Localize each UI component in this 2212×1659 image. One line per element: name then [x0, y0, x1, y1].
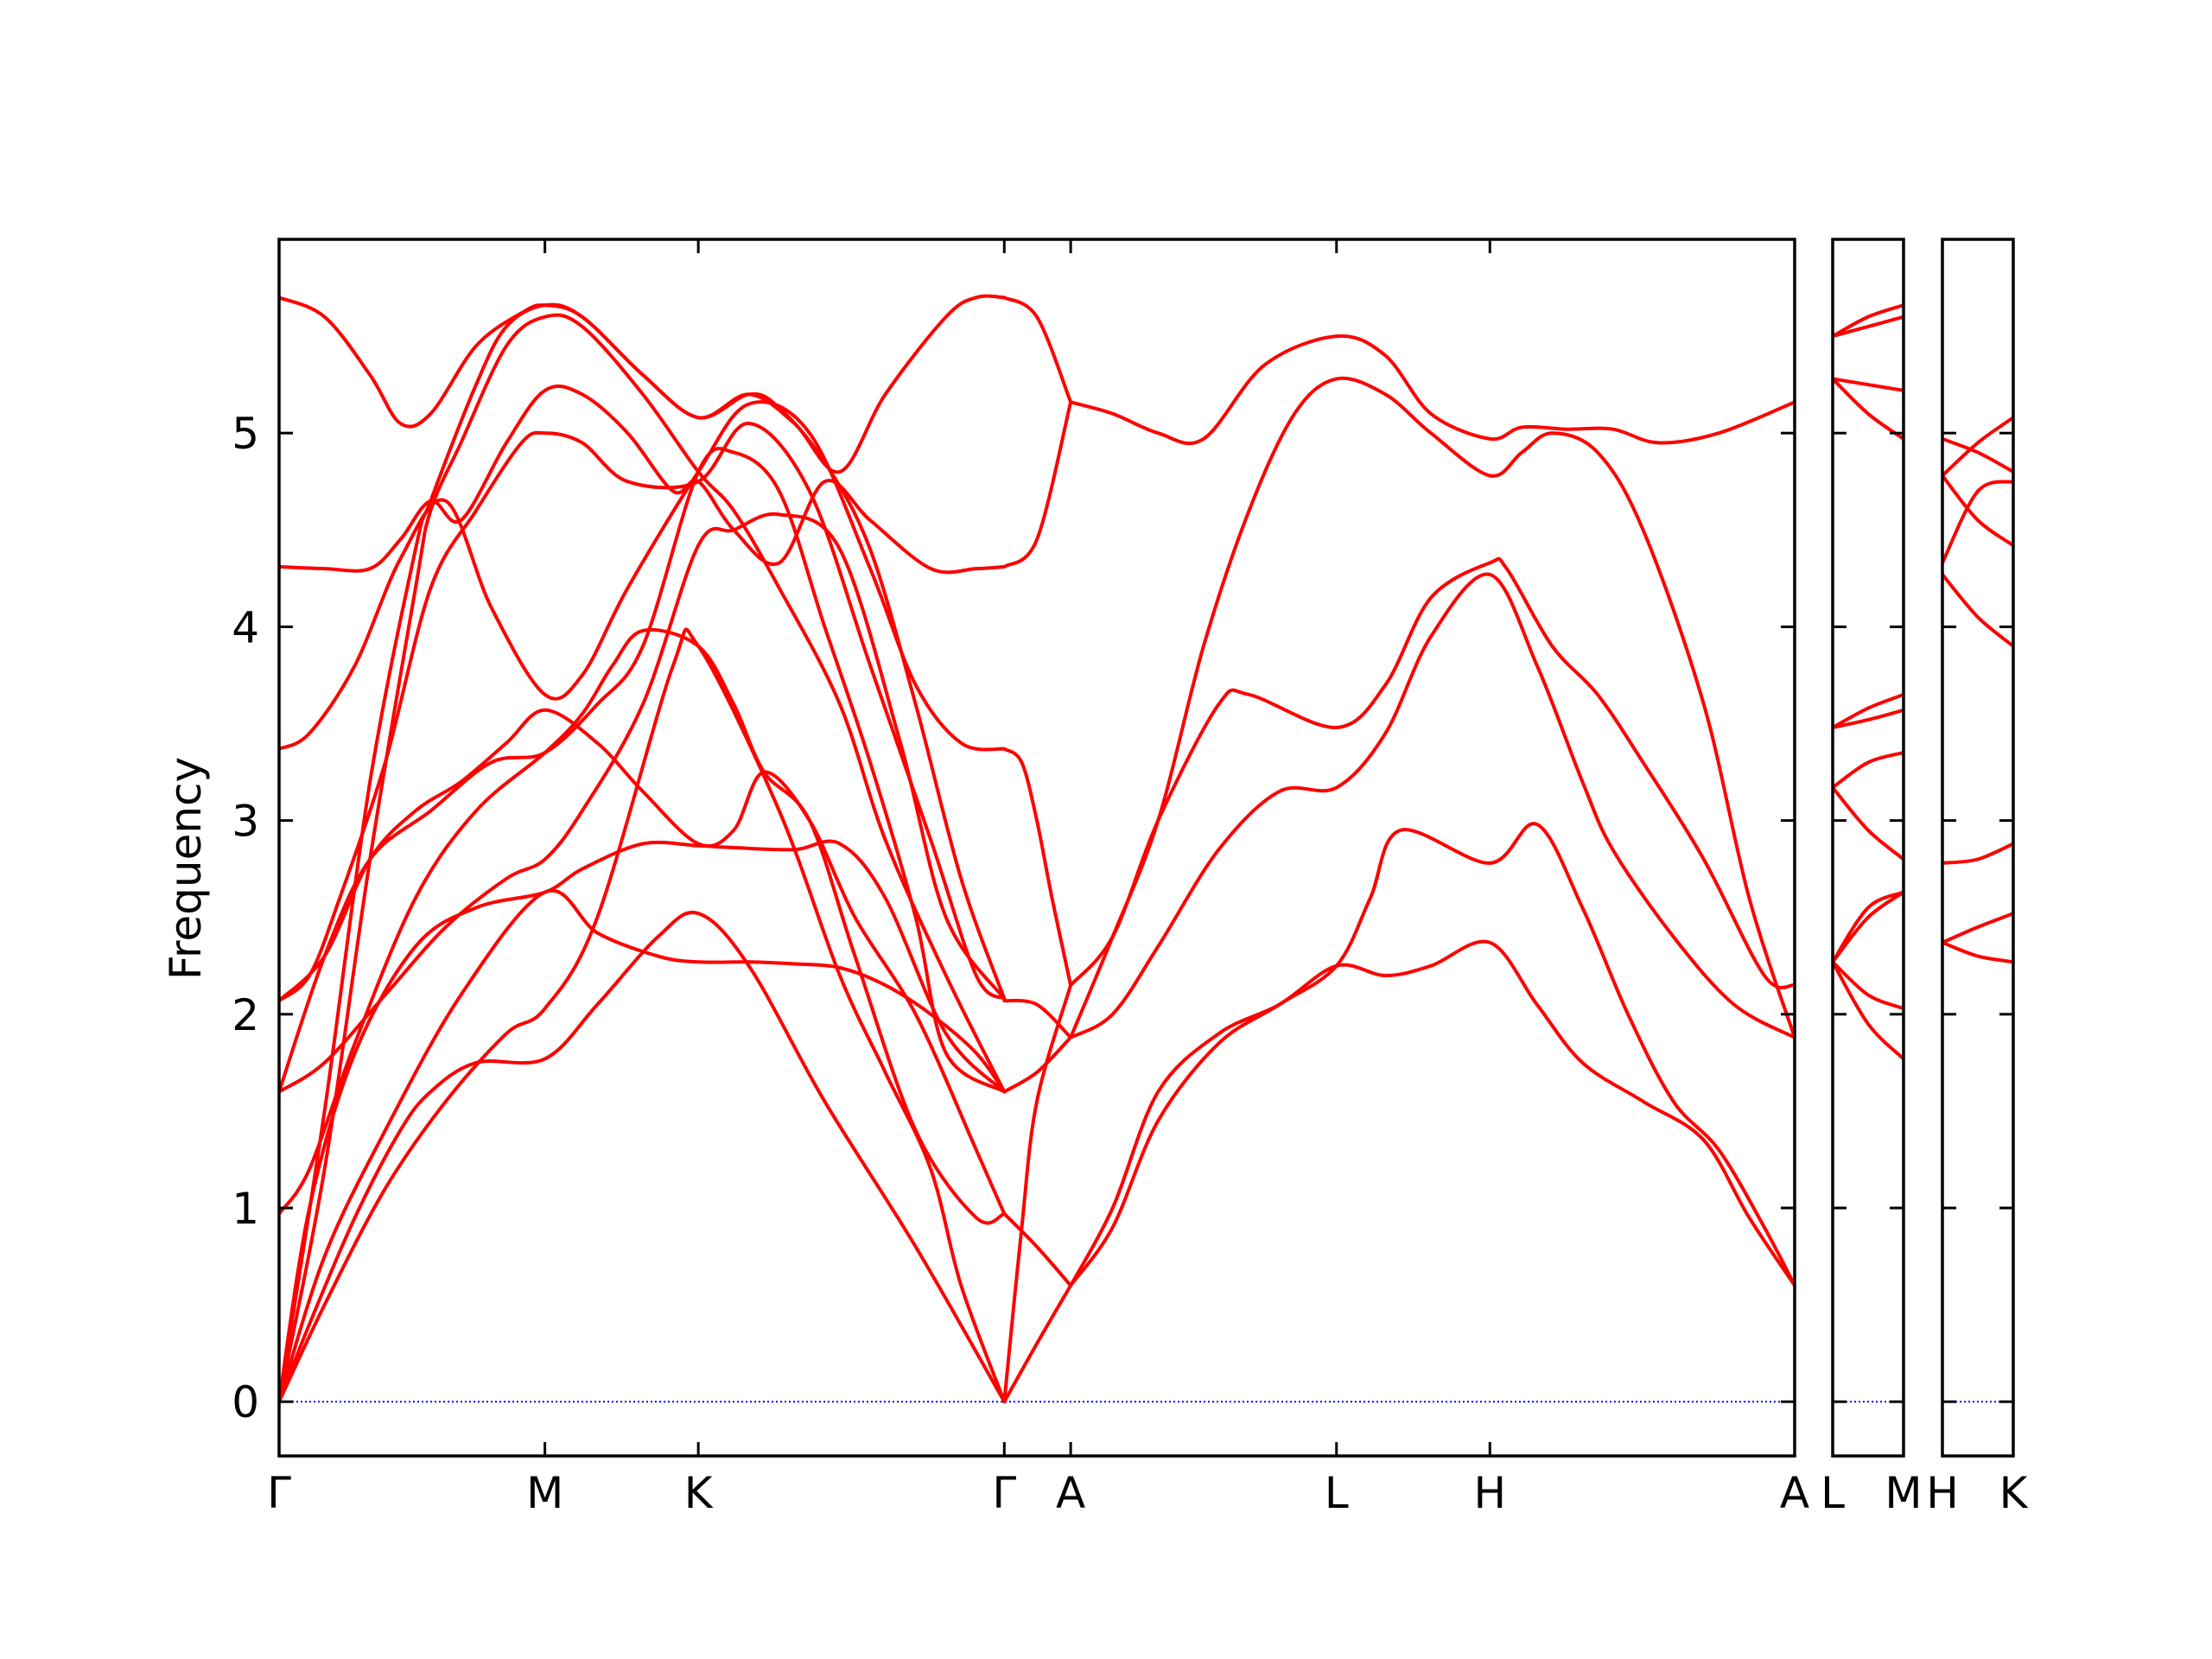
band-line: [279, 294, 1007, 474]
band-line: [1942, 842, 2013, 865]
ticks-layer: [277, 239, 2015, 1456]
x-tick-label: M: [526, 1468, 563, 1518]
band-line: [1002, 998, 1073, 1039]
panel-frame: [277, 238, 1796, 1458]
band-line: [1002, 1035, 1073, 1094]
band-line: [1833, 960, 1904, 1061]
x-tick-label: Γ: [992, 1468, 1016, 1518]
band-line: [1833, 960, 1904, 1011]
band-line: [1833, 751, 1904, 790]
band-line: [1002, 1211, 1073, 1287]
y-tick-label: 2: [232, 990, 259, 1040]
band-line: [279, 888, 1007, 1404]
panel-frame: [1831, 238, 1905, 1458]
band-line: [1833, 315, 1904, 339]
band-line: [1942, 474, 2013, 548]
x-tick-label: H: [1926, 1468, 1959, 1518]
band-line: [279, 708, 1007, 1216]
band-line: [1833, 890, 1904, 964]
y-tick-label: 3: [232, 797, 259, 847]
frames-layer: [277, 238, 2015, 1458]
band-line: [1002, 747, 1073, 988]
band-line: [1069, 572, 1795, 1039]
band-line: [1942, 912, 2013, 944]
x-tick-label: Γ: [267, 1468, 291, 1518]
band-line: [1002, 296, 1073, 404]
band-line: [1833, 692, 1904, 729]
band-line: [279, 313, 1007, 1404]
band-line: [1833, 303, 1904, 339]
band-line: [279, 911, 1007, 1404]
x-tick-label: K: [1999, 1468, 2029, 1518]
band-line: [1069, 376, 1795, 1039]
band-line: [279, 385, 1007, 575]
y-axis-label: Frequency: [161, 757, 211, 980]
band-line: [1833, 890, 1904, 964]
panel-frame: [1941, 238, 2015, 1458]
x-tick-label: A: [1056, 1468, 1085, 1518]
y-tick-label: 5: [232, 409, 259, 459]
x-tick-label: L: [1325, 1468, 1349, 1518]
band-line: [279, 422, 1007, 1003]
y-tick-label: 0: [232, 1377, 259, 1427]
band-line: [1942, 940, 2013, 964]
band-line: [1069, 822, 1795, 1287]
x-tick-label: K: [684, 1468, 714, 1518]
band-line: [1942, 436, 2013, 474]
band-line: [279, 302, 1007, 1404]
band-line: [279, 447, 1007, 1094]
band-line: [1002, 1283, 1073, 1404]
y-tick-label: 4: [232, 602, 259, 652]
x-tick-label: A: [1780, 1468, 1809, 1518]
x-tick-label: H: [1473, 1468, 1506, 1518]
band-line: [1069, 556, 1795, 989]
band-line: [279, 628, 1007, 1225]
y-tick-label: 1: [232, 1184, 259, 1234]
band-line: [279, 400, 1007, 752]
band-line: [279, 512, 1007, 1094]
band-line: [1069, 939, 1795, 1287]
band-line: [1833, 785, 1904, 861]
band-line: [1833, 708, 1904, 729]
band-line: [1942, 480, 2013, 565]
band-line: [1942, 572, 2013, 648]
band-line: [1002, 400, 1073, 569]
band-line: [279, 839, 1007, 1404]
bands-layer: [279, 294, 2013, 1404]
x-tick-label: M: [1885, 1468, 1922, 1518]
band-line: [1942, 416, 2013, 478]
band-line: [1833, 377, 1904, 392]
band-line: [1069, 334, 1795, 446]
x-tick-label: L: [1821, 1468, 1845, 1518]
band-line: [1002, 983, 1073, 1404]
